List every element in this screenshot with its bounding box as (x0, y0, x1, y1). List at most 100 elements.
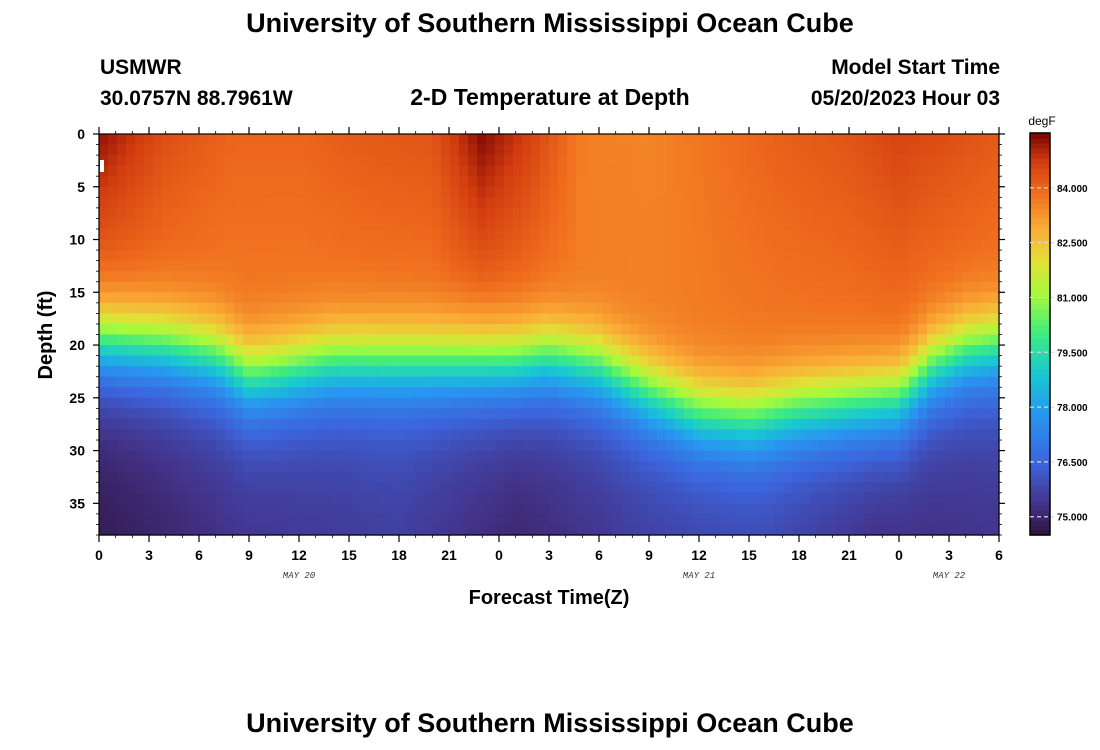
heatmap-cell (324, 302, 334, 314)
heatmap-cell (684, 366, 694, 378)
heatmap-cell (99, 513, 109, 526)
heatmap-cell (639, 408, 649, 420)
heatmap-cell (630, 239, 640, 251)
heatmap-cell (927, 323, 937, 336)
heatmap-cell (306, 186, 316, 198)
heatmap-cell (657, 218, 667, 230)
heatmap-cell (459, 313, 469, 325)
heatmap-cell (954, 271, 964, 283)
heatmap-cell (972, 186, 982, 198)
heatmap-cell (171, 482, 181, 494)
heatmap-cell (342, 155, 352, 167)
heatmap-cell (909, 186, 919, 198)
heatmap-cell (459, 355, 469, 367)
heatmap-cell (306, 376, 316, 388)
heatmap-cell (747, 207, 757, 220)
heatmap-cell (945, 450, 955, 462)
heatmap-cell (657, 366, 667, 378)
heatmap-cell (864, 134, 874, 146)
heatmap-cell (531, 387, 541, 399)
heatmap-cell (522, 302, 532, 314)
heatmap-cell (810, 281, 820, 293)
heatmap-cell (99, 260, 109, 272)
heatmap-cell (657, 418, 667, 431)
heatmap-cell (225, 218, 235, 230)
heatmap-cell (405, 271, 415, 283)
heatmap-cell (99, 418, 109, 431)
heatmap-cell (837, 513, 847, 526)
heatmap-cell (351, 197, 361, 209)
heatmap-cell (468, 429, 478, 441)
heatmap-cell (567, 144, 577, 156)
heatmap-cell (261, 207, 271, 220)
heatmap-cell (711, 281, 721, 293)
heatmap-cell (450, 323, 460, 336)
heatmap-cell (198, 260, 208, 272)
heatmap-cell (279, 271, 289, 283)
heatmap-cell (990, 397, 1000, 409)
heatmap-cell (513, 207, 523, 220)
heatmap-cell (693, 134, 703, 146)
heatmap-cell (711, 239, 721, 251)
heatmap-cell (468, 260, 478, 272)
heatmap-cell (396, 228, 406, 241)
heatmap-cell (720, 207, 730, 220)
heatmap-cell (630, 260, 640, 272)
heatmap-cell (441, 513, 451, 526)
heatmap-cell (99, 461, 109, 473)
heatmap-cell (225, 366, 235, 378)
heatmap-cell (180, 524, 190, 536)
heatmap-cell (432, 376, 442, 388)
heatmap-cell (801, 471, 811, 483)
heatmap-cell (576, 345, 586, 357)
heatmap-cell (342, 313, 352, 325)
heatmap-cell (909, 302, 919, 314)
heatmap-cell (297, 482, 307, 494)
heatmap-cell (315, 186, 325, 198)
heatmap-cell (783, 492, 793, 504)
heatmap-cell (135, 440, 145, 452)
heatmap-cell (432, 450, 442, 462)
heatmap-cell (162, 260, 172, 272)
heatmap-cell (189, 186, 199, 198)
heatmap-cell (234, 260, 244, 272)
heatmap-cell (261, 408, 271, 420)
heatmap-cell (342, 334, 352, 346)
heatmap-cell (486, 461, 496, 473)
heatmap-cell (531, 345, 541, 357)
heatmap-cell (414, 250, 424, 262)
heatmap-cell (738, 186, 748, 198)
heatmap-cell (729, 281, 739, 293)
heatmap-cell (108, 250, 118, 262)
heatmap-cell (918, 492, 928, 504)
heatmap-cell (981, 302, 991, 314)
heatmap-cell (990, 492, 1000, 504)
heatmap-cell (423, 176, 433, 188)
heatmap-cell (828, 323, 838, 336)
heatmap-cell (819, 376, 829, 388)
heatmap-cell (180, 408, 190, 420)
heatmap-cell (927, 408, 937, 420)
heatmap-cell (306, 239, 316, 251)
heatmap-cell (603, 345, 613, 357)
model-start-label: Model Start Time (831, 56, 1000, 79)
heatmap-cell (387, 292, 397, 304)
heatmap-cell (594, 345, 604, 357)
heatmap-cell (540, 524, 550, 536)
heatmap-cell (162, 355, 172, 367)
heatmap-cell (126, 513, 136, 526)
heatmap-cell (891, 302, 901, 314)
heatmap-cell (936, 323, 946, 336)
heatmap-cell (99, 482, 109, 494)
heatmap-cell (279, 260, 289, 272)
heatmap-cell (981, 334, 991, 346)
heatmap-cell (117, 461, 127, 473)
heatmap-cell (756, 292, 766, 304)
heatmap-cell (405, 144, 415, 156)
heatmap-cell (531, 408, 541, 420)
heatmap-cell (675, 492, 685, 504)
heatmap-cell (351, 376, 361, 388)
heatmap-cell (549, 397, 559, 409)
heatmap-cell (531, 134, 541, 146)
heatmap-cell (738, 144, 748, 156)
